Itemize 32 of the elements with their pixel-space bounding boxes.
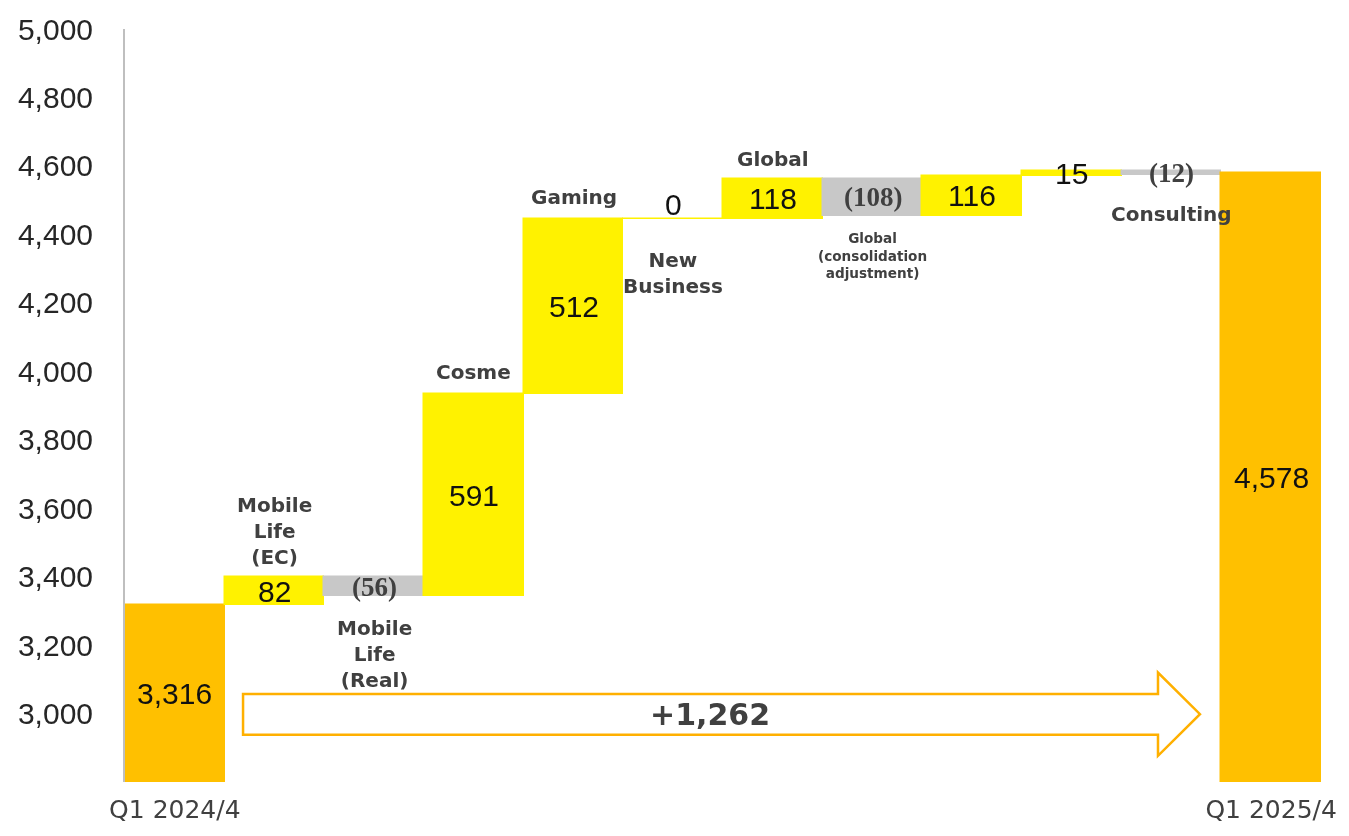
y-tick-label: 4,800 [17, 80, 93, 114]
y-tick-label: 5,000 [17, 12, 93, 46]
y-tick-label: 3,400 [17, 560, 93, 594]
x-tick-label: Cosme [436, 360, 511, 384]
data-label: 591 [449, 479, 500, 512]
x-tick-label: Mobile Life (Real) [337, 616, 413, 692]
x-tick-label: Mobile Life (EC) [237, 493, 313, 569]
annotation: +1,262 [650, 697, 771, 732]
y-tick-label: 3,000 [17, 697, 93, 731]
y-tick-label: 4,000 [17, 354, 93, 388]
data-label: 0 [665, 188, 682, 221]
x-tick-label: Gaming [531, 185, 618, 209]
y-tick-label: 4,400 [17, 217, 93, 251]
data-label: 118 [749, 182, 797, 215]
data-label: 3,316 [137, 677, 213, 710]
x-tick-label: Q1 2025/4 [1205, 795, 1337, 824]
data-label: 116 [948, 179, 996, 212]
x-tick-label: New Business [623, 248, 723, 298]
data-label: (12) [1149, 158, 1194, 188]
x-tick-label: Global (consolidation adjustment) [818, 230, 928, 282]
y-tick-label: 3,200 [17, 628, 93, 662]
data-label: 82 [258, 575, 292, 608]
data-label: (56) [352, 572, 397, 602]
x-tick-label: Q1 2024/4 [109, 795, 241, 824]
y-tick-label: 4,600 [17, 149, 93, 183]
data-label: 4,578 [1234, 461, 1310, 494]
y-tick-label: 3,800 [17, 423, 93, 457]
data-label: 512 [549, 290, 600, 323]
y-tick-label: 4,200 [17, 286, 93, 320]
x-tick-label: Global [737, 147, 809, 171]
y-tick-label: 3,600 [17, 491, 93, 525]
data-label: (108) [844, 182, 903, 212]
